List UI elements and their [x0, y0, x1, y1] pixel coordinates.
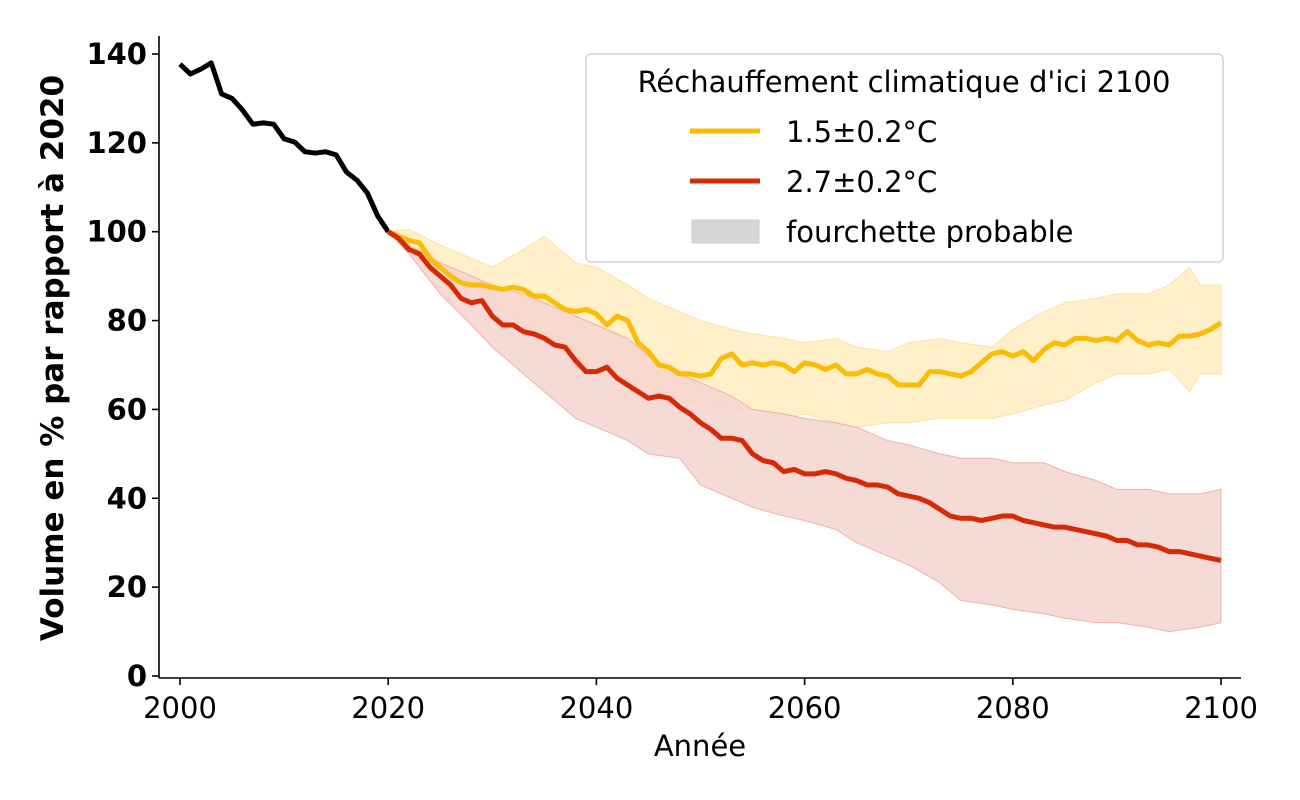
historical-line: [178, 60, 391, 234]
legend-label-1-5: 1.5±0.2°C: [786, 115, 937, 149]
x-tick-label: 2040: [559, 691, 633, 725]
x-tick-label: 2000: [143, 691, 217, 725]
series-line-1-5: [387, 229, 1223, 388]
y-axis-title: Volume en % par rapport à 2020: [35, 75, 71, 641]
y-tick-label: 140: [86, 37, 147, 71]
x-tick-label: 2080: [976, 691, 1050, 725]
x-axis-title: Année: [654, 729, 746, 763]
y-tick-label: 80: [107, 304, 147, 338]
range-band-2-7: [387, 231, 1222, 633]
y-tick-label: 100: [86, 215, 147, 249]
legend-label-2-7: 2.7±0.2°C: [786, 165, 937, 199]
x-tick-label: 2100: [1184, 691, 1258, 725]
y-tick-label: 40: [107, 481, 147, 515]
legend-swatch-range: [691, 219, 760, 244]
x-ticks: 2000 2020 2040 2060 2080 2100: [143, 678, 1258, 725]
legend-box: [585, 53, 1224, 263]
bands-layer: [387, 228, 1222, 633]
legend-label-range: fourchette probable: [786, 215, 1074, 249]
legend-title: Réchauffement climatique d'ici 2100: [638, 65, 1171, 99]
y-tick-label: 120: [86, 126, 147, 160]
y-tick-label: 20: [107, 570, 147, 604]
y-tick-label: 0: [127, 659, 147, 693]
legend: Réchauffement climatique d'ici 2100 1.5±…: [585, 53, 1224, 263]
y-ticks: 0 20 40 60 80 100 120 140: [86, 37, 159, 693]
x-tick-label: 2020: [351, 691, 425, 725]
series-line-2-7: [386, 229, 1222, 563]
lines-layer: [178, 60, 1223, 563]
x-tick-label: 2060: [768, 691, 842, 725]
y-tick-label: 60: [107, 392, 147, 426]
